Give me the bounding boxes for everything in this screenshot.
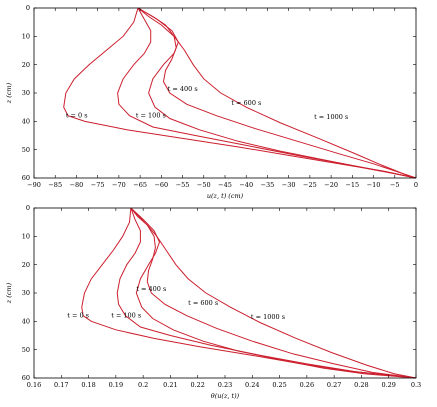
bottom-x-tick-label-9: 0.25	[272, 381, 286, 389]
top-series-line-1	[117, 7, 417, 179]
top-series-label-0: t = 0 s	[66, 112, 88, 120]
top-y-tick-label-5: 50	[22, 146, 30, 154]
bottom-x-tick-label-14: 0.3	[411, 381, 421, 389]
top-x-tick-label-15: −15	[345, 181, 359, 189]
top-x-tick-label-0: −90	[27, 181, 41, 189]
bottom-x-tick-label-5: 0.21	[163, 381, 177, 389]
bottom-y-axis-label: z (cm)	[5, 282, 13, 304]
top-x-tick-label-8: −50	[197, 181, 211, 189]
bottom-series-label-1: t = 100 s	[111, 312, 141, 320]
top-y-tick-label-6: 60	[22, 174, 30, 182]
bottom-y-tick-label-3: 30	[22, 289, 30, 297]
chart-top: −90 −85 −80 −75 −70 −65 −60 −55 −50 −45 −40 −35 −30−…	[5, 4, 418, 200]
bottom-plot-frame	[33, 207, 417, 379]
chart-bottom: 0.16 0.17 0.18 0.19 0.2 0.21 0.22 0.23 0.24 0.25 0…	[5, 204, 421, 400]
bottom-series-label-4: t = 1000 s	[251, 313, 285, 321]
top-y-tick-label-2: 20	[22, 61, 30, 69]
top-x-tick-label-1: −85	[48, 181, 62, 189]
bottom-x-tick-label-7: 0.23	[218, 381, 232, 389]
bottom-x-axis-label: θ(u(z, t))	[211, 392, 240, 400]
bottom-y-tick-label-2: 20	[22, 261, 30, 269]
bottom-x-tick-label-2: 0.18	[81, 381, 95, 389]
top-x-tick-label-3: −75	[91, 181, 105, 189]
bottom-series-line-1	[116, 207, 417, 379]
bottom-x-tick-label-3: 0.19	[109, 381, 123, 389]
top-y-ticks: 0 10 20 30 40 50 60	[22, 4, 416, 182]
top-y-tick-label-1: 10	[22, 33, 30, 41]
bottom-y-tick-label-4: 40	[22, 318, 30, 326]
top-x-tick-label-6: −60	[154, 181, 168, 189]
top-series-line-2	[137, 7, 417, 179]
bottom-y-ticks: 0 10 20 30 40 50 60	[22, 204, 416, 382]
top-x-tick-label-11: −35	[261, 181, 275, 189]
top-x-tick-label-9: −45	[218, 181, 232, 189]
top-series-line-0	[63, 7, 417, 179]
top-x-tick-label-16: −10	[367, 181, 381, 189]
bottom-y-tick-label-0: 0	[26, 204, 30, 212]
top-x-tick-label-2: −80	[70, 181, 84, 189]
bottom-series-label-0: t = 0 s	[67, 312, 89, 320]
top-y-tick-label-4: 40	[22, 118, 30, 126]
top-series-label-3: t = 600 s	[231, 99, 261, 107]
top-series-line-3	[137, 7, 417, 179]
top-x-tick-label-18: 0	[414, 181, 418, 189]
bottom-x-tick-label-10: 0.26	[300, 381, 314, 389]
bottom-x-tick-label-8: 0.24	[245, 381, 259, 389]
bottom-curves	[81, 207, 417, 379]
bottom-y-tick-label-6: 60	[22, 374, 30, 382]
top-curves	[63, 7, 417, 179]
top-series-label-4: t = 1000 s	[314, 113, 348, 121]
top-x-tick-label-4: −70	[112, 181, 126, 189]
bottom-x-tick-label-0: 0.16	[27, 381, 41, 389]
top-y-tick-label-0: 0	[26, 4, 30, 12]
top-x-tick-label-12: −30	[282, 181, 296, 189]
bottom-x-tick-label-4: 0.2	[138, 381, 148, 389]
top-series-label-1: t = 100 s	[136, 112, 166, 120]
bottom-series-label-3: t = 600 s	[188, 299, 218, 307]
bottom-series-line-2	[130, 207, 417, 379]
bottom-series-line-0	[81, 207, 417, 379]
bottom-x-tick-label-12: 0.28	[354, 381, 368, 389]
top-x-tick-label-10: −40	[239, 181, 253, 189]
top-x-tick-label-17: −5	[390, 181, 400, 189]
bottom-x-tick-label-6: 0.22	[190, 381, 204, 389]
bottom-series-line-4	[130, 207, 417, 379]
top-x-tick-label-13: −25	[303, 181, 317, 189]
bottom-x-tick-label-11: 0.27	[327, 381, 341, 389]
top-plot-frame	[33, 7, 417, 179]
top-y-tick-label-3: 30	[22, 89, 30, 97]
top-curve-labels: t = 0 s t = 100 s t = 400 s t = 600 s t = 10…	[66, 85, 348, 121]
bottom-series-label-2: t = 400 s	[136, 285, 166, 293]
top-x-axis-label: u(z, t) (cm)	[207, 192, 244, 200]
bottom-y-tick-label-5: 50	[22, 346, 30, 354]
bottom-x-tick-label-1: 0.17	[54, 381, 68, 389]
bottom-series-line-3	[130, 207, 417, 379]
top-x-tick-label-14: −20	[324, 181, 338, 189]
top-x-tick-label-7: −55	[176, 181, 190, 189]
top-x-ticks: −90 −85 −80 −75 −70 −65 −60 −55 −50 −45 −40 −35 −30−…	[27, 8, 418, 189]
bottom-x-tick-label-13: 0.29	[381, 381, 395, 389]
top-y-axis-label: z (cm)	[5, 82, 13, 104]
top-series-label-2: t = 400 s	[168, 85, 198, 93]
bottom-x-ticks: 0.16 0.17 0.18 0.19 0.2 0.21 0.22 0.23 0.24 0.25 0…	[27, 208, 421, 389]
top-x-tick-label-5: −65	[133, 181, 147, 189]
bottom-y-tick-label-1: 10	[22, 233, 30, 241]
top-series-line-4	[137, 7, 417, 179]
bottom-curve-labels: t = 0 s t = 100 s t = 400 s t = 600 s t = 10…	[67, 285, 285, 321]
